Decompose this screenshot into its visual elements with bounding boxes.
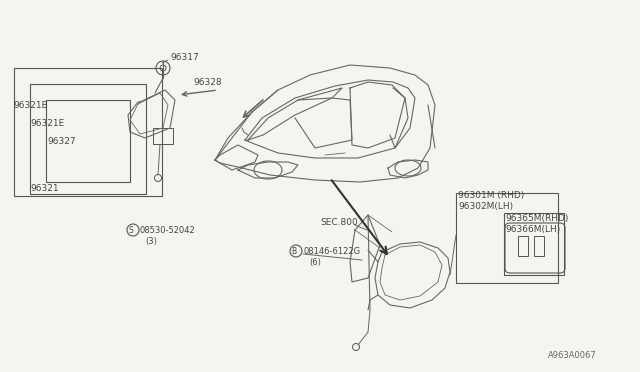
Text: S: S (129, 225, 133, 234)
Text: 96321B: 96321B (13, 100, 48, 109)
Bar (14, 68, 162, 196)
Bar (534, 236, 544, 256)
Text: (6): (6) (309, 257, 321, 266)
Text: A963A0067: A963A0067 (548, 352, 596, 360)
Text: 96317: 96317 (170, 52, 199, 61)
Text: 08530-52042: 08530-52042 (140, 225, 196, 234)
Bar (456, 193, 558, 283)
Text: 96366M(LH): 96366M(LH) (505, 224, 560, 234)
Bar (30, 84, 146, 194)
Text: 08146-6122G: 08146-6122G (304, 247, 361, 256)
Text: 96321E: 96321E (30, 119, 64, 128)
Text: 96365M(RHD): 96365M(RHD) (505, 214, 568, 222)
Text: 96301M (RHD): 96301M (RHD) (458, 190, 524, 199)
Bar (518, 236, 528, 256)
Text: 96302M(LH): 96302M(LH) (458, 202, 513, 211)
Bar (153, 128, 173, 144)
Text: SEC.800: SEC.800 (320, 218, 358, 227)
Text: B: B (291, 247, 296, 256)
Text: 96327: 96327 (47, 137, 76, 145)
Bar (46, 100, 130, 182)
Text: (3): (3) (145, 237, 157, 246)
Text: 96328: 96328 (193, 77, 221, 87)
Text: 96321: 96321 (30, 183, 59, 192)
Bar (504, 213, 564, 275)
